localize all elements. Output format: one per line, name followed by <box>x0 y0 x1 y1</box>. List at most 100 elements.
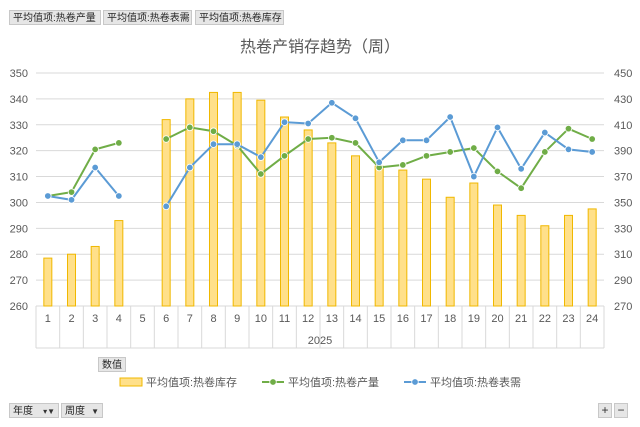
y-right-tick-label: 310 <box>614 249 632 261</box>
production-point <box>470 144 478 152</box>
inventory-bar <box>67 253 76 307</box>
y-right-tick-label: 430 <box>614 94 632 106</box>
production-point <box>91 145 99 154</box>
production-point <box>446 148 454 156</box>
demand-point <box>493 123 502 132</box>
y-right-tick-label: 330 <box>614 223 632 235</box>
production-point <box>162 135 170 143</box>
inventory-bar <box>469 182 479 307</box>
production-point <box>399 161 407 169</box>
y-left-tick-label: 290 <box>10 223 28 235</box>
x-tick-label: 6 <box>163 313 169 325</box>
field-button-inventory[interactable]: 平均值项:热卷库存 <box>195 10 284 25</box>
demand-point <box>115 192 123 200</box>
x-tick-label: 23 <box>562 313 574 325</box>
inventory-bar <box>351 155 360 307</box>
year-filter-label: 年度 <box>13 406 33 417</box>
y-right-tick-label: 270 <box>614 301 632 313</box>
y-right-tick-label: 390 <box>614 146 632 158</box>
x-tick-label: 24 <box>586 313 598 325</box>
production-point <box>517 184 525 192</box>
production-line <box>47 141 120 197</box>
inventory-bar <box>256 99 266 307</box>
x-tick-label: 11 <box>279 313 290 325</box>
legend-production-marker <box>269 378 277 386</box>
x-tick-label: 3 <box>92 313 98 325</box>
line-series <box>44 99 596 211</box>
production-point <box>67 188 76 196</box>
inventory-bar <box>327 142 337 307</box>
inventory-bar <box>445 196 455 307</box>
y-right-tick-label: 410 <box>614 120 632 132</box>
field-button-production[interactable]: 平均值项:热卷产量 <box>9 10 101 25</box>
x-tick-label: 4 <box>116 313 122 325</box>
expand-button[interactable]: + <box>598 403 612 418</box>
x-tick-label: 14 <box>349 313 361 325</box>
y-left-tick-label: 330 <box>10 120 28 132</box>
inventory-bar <box>161 119 171 307</box>
x-tick-label: 10 <box>255 313 267 325</box>
inventory-bar <box>209 91 218 307</box>
y-right-tick-label: 450 <box>614 68 632 80</box>
demand-point <box>564 145 573 154</box>
y-right-tick-label: 370 <box>614 172 632 184</box>
y-left-tick-label: 340 <box>10 94 28 106</box>
gridlines <box>35 72 605 349</box>
inventory-bar <box>564 214 573 307</box>
inventory-bar <box>493 204 502 307</box>
y-left-tick-label: 300 <box>10 197 28 209</box>
week-filter-button[interactable]: 周度 ▼ <box>61 403 103 418</box>
legend-inventory-swatch <box>119 377 143 387</box>
x-tick-label: 13 <box>326 313 338 325</box>
demand-point <box>186 163 194 172</box>
demand-point <box>257 153 265 161</box>
demand-point <box>375 158 383 167</box>
x-tick-label: 16 <box>397 313 409 325</box>
demand-point <box>588 148 596 156</box>
x-tick-label: 2 <box>68 313 74 325</box>
inventory-bar <box>43 257 53 307</box>
x-tick-label: 8 <box>210 313 216 325</box>
inventory-bar <box>232 91 242 307</box>
x-tick-label: 15 <box>373 313 385 325</box>
collapse-button[interactable]: − <box>614 403 628 418</box>
production-point <box>422 152 431 160</box>
production-point <box>186 123 194 132</box>
dropdown-icon: ▼ <box>91 407 99 416</box>
production-point <box>351 139 360 147</box>
inventory-bar <box>540 225 550 307</box>
values-field-button[interactable]: 数值 <box>98 357 126 372</box>
inventory-bar <box>185 98 195 307</box>
y-right-tick-label: 290 <box>614 275 632 287</box>
demand-point <box>162 202 170 211</box>
inventory-bar <box>303 129 313 307</box>
inventory-bar <box>90 245 100 307</box>
y-left-tick-label: 350 <box>10 68 28 80</box>
y-left-tick-label: 270 <box>10 275 28 287</box>
inventory-bar <box>398 169 408 307</box>
demand-point <box>399 136 407 145</box>
demand-point <box>446 113 454 121</box>
demand-point <box>541 128 549 137</box>
week-filter-label: 周度 <box>65 406 85 417</box>
inventory-bar <box>587 208 597 307</box>
x-tick-label: 19 <box>468 313 480 325</box>
filter-icon: ▾▼ <box>43 407 55 416</box>
demand-point <box>328 99 336 107</box>
production-point <box>328 134 336 142</box>
legend-demand-marker <box>411 378 419 386</box>
demand-point <box>280 118 289 126</box>
production-point <box>304 135 312 143</box>
inventory-bars <box>43 91 597 307</box>
field-button-demand[interactable]: 平均值项:热卷表需 <box>103 10 192 25</box>
inventory-bar <box>280 116 289 307</box>
x-tick-label: 5 <box>139 313 145 325</box>
production-point <box>493 167 502 176</box>
x-tick-label: 17 <box>420 313 432 325</box>
year-filter-button[interactable]: 年度 ▾▼ <box>9 403 59 418</box>
inventory-bar <box>422 178 431 307</box>
demand-point <box>304 119 312 128</box>
production-point <box>564 124 573 133</box>
production-point <box>280 152 289 160</box>
